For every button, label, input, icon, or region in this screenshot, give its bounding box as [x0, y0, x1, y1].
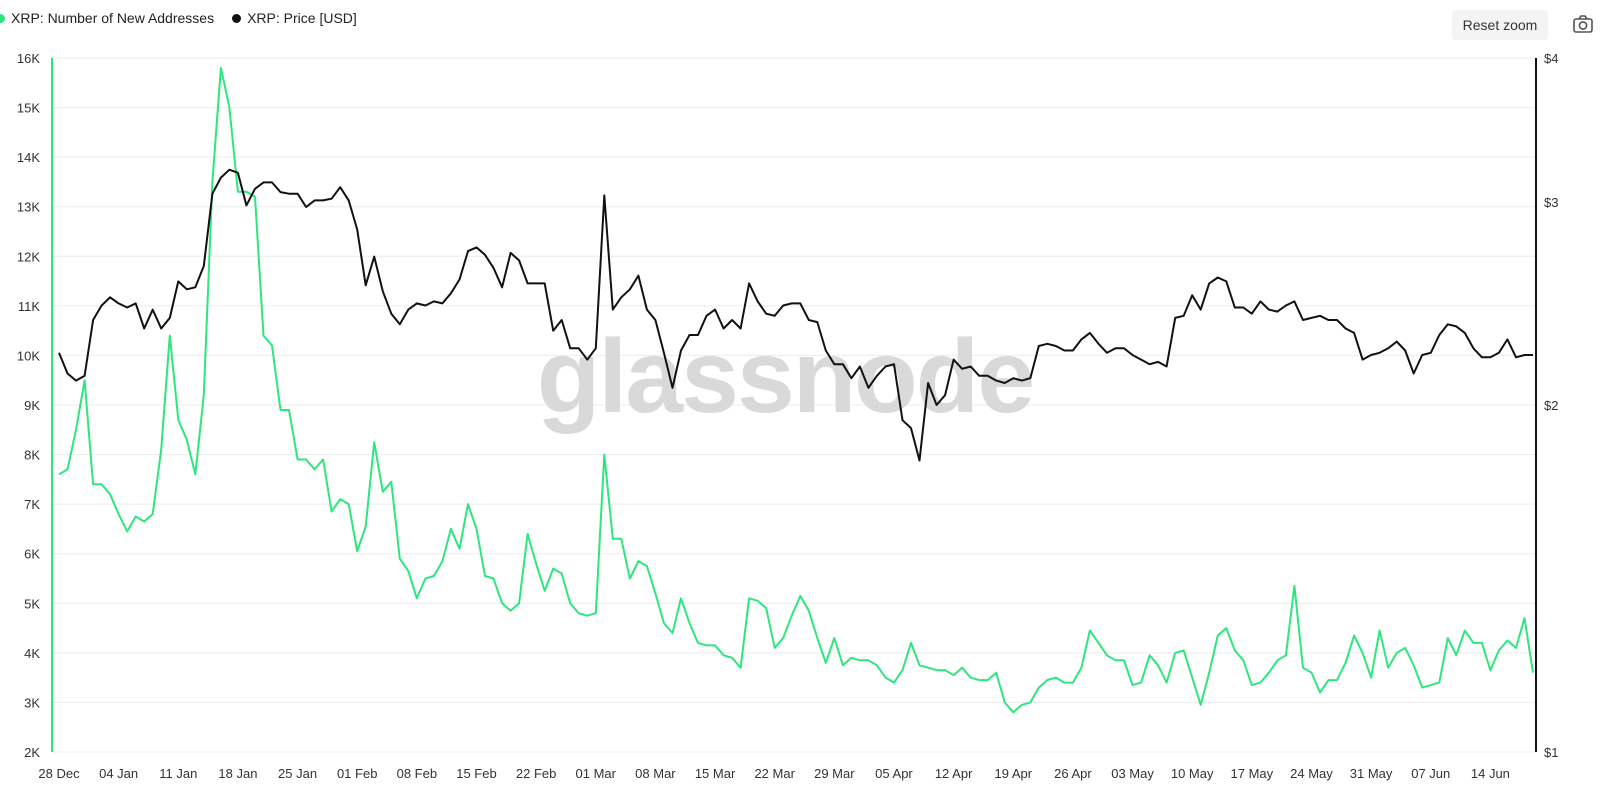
- x-tick-14-jun: 14 Jun: [1471, 766, 1510, 781]
- legend-dot-new-addresses: [0, 13, 5, 23]
- legend-label-price: XRP: Price [USD]: [247, 10, 357, 26]
- x-tick-05-apr: 05 Apr: [875, 766, 913, 781]
- y-left-tick-16K: 16K: [17, 51, 40, 66]
- y-left-tick-14K: 14K: [17, 150, 40, 165]
- x-tick-22-feb: 22 Feb: [516, 766, 556, 781]
- y-left-tick-7K: 7K: [24, 497, 40, 512]
- series-layer: [58, 66, 1534, 714]
- grid-layer: [52, 57, 1536, 753]
- x-tick-26-apr: 26 Apr: [1054, 766, 1092, 781]
- x-tick-01-feb: 01 Feb: [337, 766, 377, 781]
- camera-icon[interactable]: [1572, 14, 1594, 34]
- x-tick-12-apr: 12 Apr: [935, 766, 973, 781]
- x-tick-18-jan: 18 Jan: [218, 766, 257, 781]
- y-left-tick-2K: 2K: [24, 745, 40, 760]
- x-tick-31-may: 31 May: [1350, 766, 1393, 781]
- y-left-tick-5K: 5K: [24, 596, 40, 611]
- y-left-tick-15K: 15K: [17, 101, 40, 116]
- x-tick-22-mar: 22 Mar: [754, 766, 795, 781]
- legend-item-new-addresses[interactable]: XRP: Number of New Addresses: [0, 10, 214, 26]
- x-tick-28-dec: 28 Dec: [38, 766, 80, 781]
- y-left-tick-6K: 6K: [24, 547, 40, 562]
- y-left-tick-8K: 8K: [24, 448, 40, 463]
- x-tick-11-jan: 11 Jan: [159, 766, 197, 781]
- y-left-tick-11K: 11K: [18, 299, 40, 314]
- legend-label-new-addresses: XRP: Number of New Addresses: [11, 10, 215, 26]
- x-tick-17-may: 17 May: [1231, 766, 1274, 781]
- x-tick-15-feb: 15 Feb: [456, 766, 496, 781]
- axis-layer: 2K 3K 4K 5K 6K 7K 8K 9K 10K 11K 12K 13K 14K 15K 16K $1 $…: [17, 51, 1559, 781]
- series-line-new-addresses[interactable]: [58, 66, 1534, 714]
- x-tick-08-mar: 08 Mar: [635, 766, 676, 781]
- x-tick-01-mar: 01 Mar: [576, 766, 617, 781]
- x-tick-08-feb: 08 Feb: [397, 766, 437, 781]
- legend: XRP: Number of New Addresses XRP: Price …: [0, 10, 357, 26]
- reset-zoom-button[interactable]: Reset zoom: [1452, 10, 1548, 40]
- x-tick-03-may: 03 May: [1111, 766, 1154, 781]
- x-tick-07-jun: 07 Jun: [1411, 766, 1450, 781]
- x-tick-24-may: 24 May: [1290, 766, 1333, 781]
- x-tick-04-jan: 04 Jan: [99, 766, 138, 781]
- y-left-tick-10K: 10K: [17, 348, 40, 363]
- y-left-tick-4K: 4K: [24, 646, 40, 661]
- y-right-tick-usd-4: $4: [1544, 51, 1558, 66]
- y-left-tick-9K: 9K: [24, 398, 40, 413]
- y-left-tick-12K: 12K: [17, 249, 40, 264]
- x-tick-29-mar: 29 Mar: [814, 766, 855, 781]
- series-line-price[interactable]: [58, 168, 1533, 462]
- legend-dot-price: [232, 13, 242, 23]
- y-left-tick-3K: 3K: [24, 695, 40, 710]
- y-right-tick-usd-3: $3: [1544, 195, 1558, 210]
- x-tick-19-apr: 19 Apr: [994, 766, 1032, 781]
- legend-item-price[interactable]: XRP: Price [USD]: [232, 10, 357, 26]
- y-right-tick-usd-1: $1: [1544, 745, 1558, 760]
- x-tick-10-may: 10 May: [1171, 766, 1214, 781]
- x-tick-15-mar: 15 Mar: [695, 766, 736, 781]
- x-tick-25-jan: 25 Jan: [278, 766, 317, 781]
- y-left-tick-13K: 13K: [17, 200, 40, 215]
- y-right-tick-usd-2: $2: [1544, 398, 1558, 413]
- watermark: glassnode: [537, 319, 1033, 435]
